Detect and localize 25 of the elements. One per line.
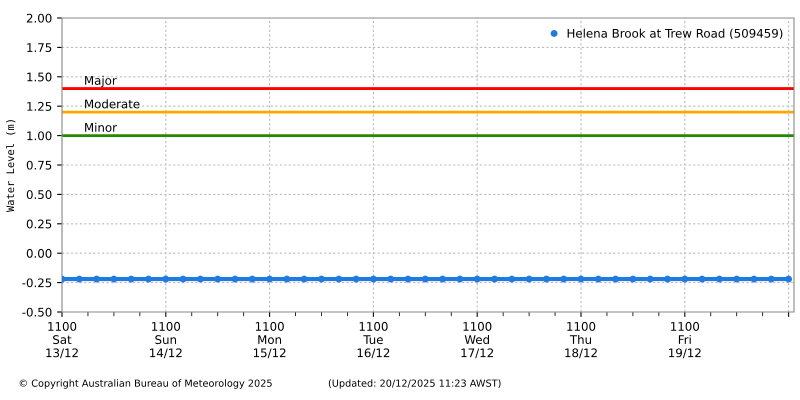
y-tick-label: 0.25 xyxy=(26,220,52,228)
text: © Copyright Australian Bureau of Meteorology 2025 xyxy=(20,379,272,389)
x-tick-label: 1100 Thu 18/12 xyxy=(565,322,597,358)
ref-line-label: Moderate xyxy=(85,99,140,108)
y-tick-label: -0.25 xyxy=(22,278,52,288)
y-tick-label: 1.00 xyxy=(27,131,52,140)
y-tick-label: -0.50 xyxy=(22,308,52,317)
y-tick-label: 1.25 xyxy=(27,102,52,111)
y-tick-label: 0.00 xyxy=(26,248,52,258)
x-tick-label: 1100 Tue 16/12 xyxy=(358,322,390,358)
x-tick-label: 1100 Fri 19/12 xyxy=(669,322,701,358)
y-tick-label: 1.50 xyxy=(27,72,52,82)
x-tick-label: 1100 Sun 14/12 xyxy=(150,322,182,358)
y-tick-label: 2.00 xyxy=(26,14,52,23)
y-tick-label: 1.75 xyxy=(27,43,52,52)
ref-line-label: Major xyxy=(85,76,117,88)
y-axis-title: Water Level (m) xyxy=(6,120,16,212)
legend-label: Helena Brook at Trew Road (509459) xyxy=(568,28,782,40)
x-tick-label: 1100 Wed 17/12 xyxy=(461,322,494,358)
text: (Updated: 20/12/2025 11:23 AWST) xyxy=(328,379,501,389)
y-tick-label: 0.75 xyxy=(26,160,52,170)
x-tick-label: 1100 Mon 15/12 xyxy=(254,322,286,358)
ref-line-label: Minor xyxy=(85,122,117,132)
x-tick-label: 1100 Sat 13/12 xyxy=(46,322,78,358)
y-tick-label: 0.50 xyxy=(26,190,52,200)
